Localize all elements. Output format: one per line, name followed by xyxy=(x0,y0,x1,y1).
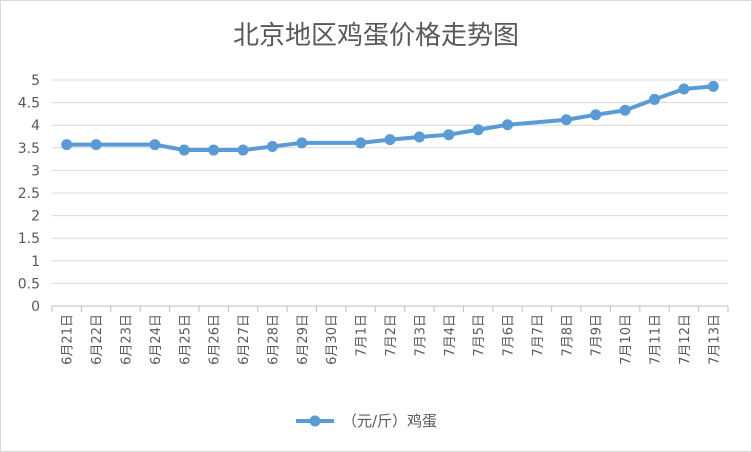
x-tick-label: 7月12日 xyxy=(678,314,693,365)
data-point xyxy=(707,80,719,92)
x-tick-label: 6月29日 xyxy=(296,314,311,365)
x-tick-label: 7月10日 xyxy=(619,314,634,365)
x-tick-label: 6月30日 xyxy=(325,314,340,365)
x-tick-label: 6月23日 xyxy=(119,314,134,365)
legend-marker-swatch xyxy=(309,415,321,427)
data-point xyxy=(208,144,220,156)
x-tick-label: 6月28日 xyxy=(266,314,281,365)
x-tick-label: 7月7日 xyxy=(531,314,546,357)
gridlines xyxy=(51,79,729,312)
y-tick-label: 4.5 xyxy=(18,96,40,112)
data-point xyxy=(384,134,396,146)
x-tick-label: 6月22日 xyxy=(90,314,105,365)
y-tick-label: 5 xyxy=(31,73,40,89)
data-point xyxy=(560,114,572,126)
data-point xyxy=(296,137,308,149)
y-axis-ticks: 0 0.5 1 1.5 2 2.5 3 3.5 4 4.5 5 xyxy=(18,73,40,315)
data-point xyxy=(355,137,367,149)
x-tick-label: 7月6日 xyxy=(502,314,517,357)
y-tick-label: 2.5 xyxy=(18,186,40,202)
x-tick-label: 6月27日 xyxy=(237,314,252,365)
x-tick-label: 7月11日 xyxy=(649,314,664,365)
x-tick-label: 7月5日 xyxy=(472,314,487,357)
x-tick-label: 7月1日 xyxy=(355,314,370,357)
x-tick-label: 7月13日 xyxy=(707,314,722,365)
data-point xyxy=(590,109,602,121)
data-point xyxy=(649,93,661,105)
x-tick-label: 7月3日 xyxy=(413,314,428,357)
data-point xyxy=(413,131,425,143)
x-axis-ticks: 6月21日 6月22日 6月23日 6月24日 6月25日 6月26日 6月27日 6月28日… xyxy=(61,314,723,365)
x-tick-label: 7月2日 xyxy=(384,314,399,357)
x-tick-label: 7月9日 xyxy=(590,314,605,357)
x-tick-label: 7月8日 xyxy=(560,314,575,357)
data-point xyxy=(443,129,455,141)
x-tick-label: 6月21日 xyxy=(61,314,76,365)
data-point xyxy=(266,140,278,152)
y-tick-label: 4 xyxy=(31,118,40,134)
data-point xyxy=(678,83,690,95)
data-point xyxy=(502,119,514,131)
data-point xyxy=(237,144,249,156)
y-tick-label: 0 xyxy=(31,299,40,315)
legend-label: （元/斤）鸡蛋 xyxy=(342,412,437,430)
x-tick-label: 6月26日 xyxy=(208,314,223,365)
x-tick-label: 6月24日 xyxy=(149,314,164,365)
data-point xyxy=(472,124,484,136)
data-point xyxy=(619,104,631,116)
data-point xyxy=(61,139,73,151)
y-tick-label: 3.5 xyxy=(18,141,40,157)
data-point xyxy=(90,139,102,151)
chart-title: 北京地区鸡蛋价格走势图 xyxy=(233,21,519,51)
x-tick-label: 6月25日 xyxy=(178,314,193,365)
series-line-layer xyxy=(61,80,719,156)
data-point xyxy=(178,144,190,156)
x-tick-label: 7月4日 xyxy=(443,314,458,357)
legend: （元/斤）鸡蛋 xyxy=(296,412,437,430)
y-tick-label: 1 xyxy=(31,254,40,270)
y-tick-label: 2 xyxy=(31,209,40,225)
y-tick-label: 1.5 xyxy=(18,231,40,247)
y-tick-label: 0.5 xyxy=(18,276,40,292)
y-tick-label: 3 xyxy=(31,163,40,179)
data-point xyxy=(149,139,161,151)
